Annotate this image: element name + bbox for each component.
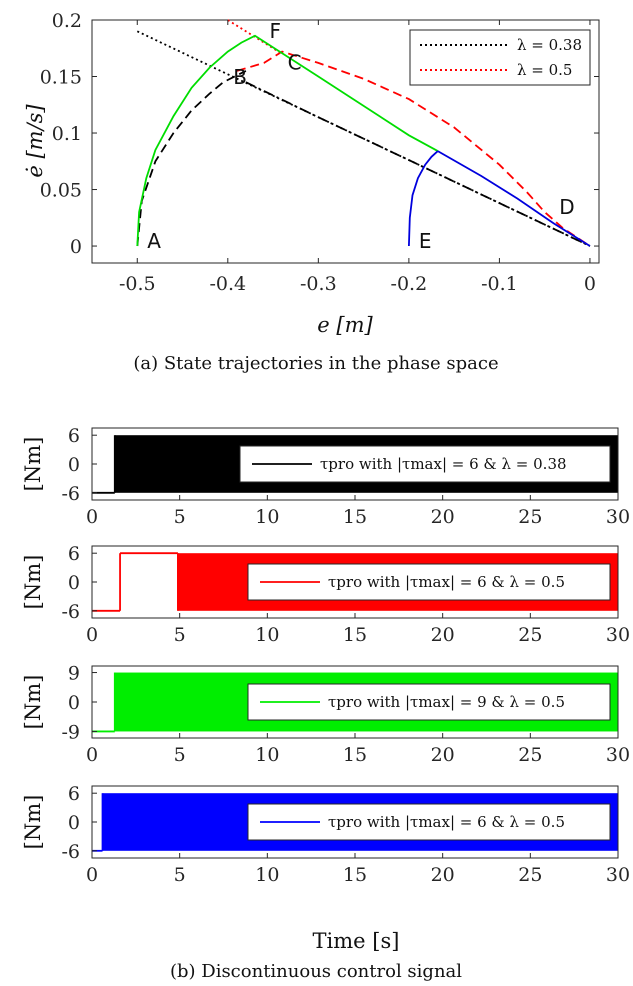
control-panel-1: -6 0 6 0 5 10 15 20 25 30 [Nm] τpro with |τmax| = 6… bbox=[21, 425, 630, 528]
panel-x-tick-label: 10 bbox=[255, 506, 279, 528]
point-label-d: D bbox=[559, 195, 574, 219]
point-label-c: C bbox=[288, 50, 302, 74]
series-traj_black bbox=[136, 70, 247, 247]
panel-legend-label: τpro with |τmax| = 6 & λ = 0.38 bbox=[320, 455, 567, 473]
panel-x-tick-label: 15 bbox=[343, 864, 367, 886]
x-tick-label: -0.3 bbox=[300, 273, 337, 295]
x-tick-label: -0.2 bbox=[391, 273, 428, 295]
panel-legend-label: τpro with |τmax| = 6 & λ = 0.5 bbox=[328, 573, 565, 591]
panel-y-label: [Nm] bbox=[21, 437, 45, 492]
panel-y-tick-label: 0 bbox=[68, 572, 80, 594]
panel-x-tick-label: 0 bbox=[86, 864, 98, 886]
panel-x-tick-label: 30 bbox=[606, 744, 630, 766]
caption-b: (b) Discontinuous control signal bbox=[170, 961, 462, 982]
panel-y-tick-label: 0 bbox=[68, 692, 80, 714]
phase-plane-series bbox=[136, 19, 591, 247]
panel-y-tick-label: 6 bbox=[68, 543, 80, 565]
panel-y-tick-label: -6 bbox=[61, 841, 80, 863]
y-tick-label: 0.1 bbox=[52, 123, 82, 145]
panel-x-tick-label: 15 bbox=[343, 744, 367, 766]
series-traj_red bbox=[236, 50, 591, 247]
panel-x-tick-label: 10 bbox=[255, 864, 279, 886]
x-tick-label: 0 bbox=[584, 273, 596, 295]
phase-plane-y-label: ė [m/s] bbox=[23, 104, 47, 178]
x-tick-label: -0.5 bbox=[119, 273, 156, 295]
phase-plane-chart: A B C D E F -0.5 -0.4 -0.3 -0.2 -0.1 0 0 0.05 0.1 0.1… bbox=[23, 10, 600, 374]
panel-y-tick-label: 0 bbox=[68, 812, 80, 834]
phase-plane-x-ticks: -0.5 -0.4 -0.3 -0.2 -0.1 0 bbox=[119, 20, 596, 295]
panel-x-tick-label: 15 bbox=[343, 624, 367, 646]
panel-x-tick-label: 25 bbox=[518, 506, 542, 528]
panel-x-tick-label: 20 bbox=[431, 506, 455, 528]
panel-y-tick-label: 9 bbox=[68, 663, 80, 685]
control-panel-3: -9 0 9 0 5 10 15 20 25 30 [Nm] τpro with |τmax| = 9… bbox=[21, 663, 630, 766]
series-switch_038 bbox=[136, 30, 591, 247]
panel-legend-label: τpro with |τmax| = 9 & λ = 0.5 bbox=[328, 693, 565, 711]
x-tick-label: -0.1 bbox=[481, 273, 518, 295]
phase-plane-axes-box bbox=[91, 19, 600, 264]
y-tick-label: 0.05 bbox=[40, 180, 82, 202]
panel-x-tick-label: 5 bbox=[174, 864, 186, 886]
panel-x-tick-label: 10 bbox=[255, 744, 279, 766]
series-traj_black_slide bbox=[245, 81, 591, 247]
series-traj_green bbox=[136, 34, 439, 247]
panel-x-tick-label: 0 bbox=[86, 624, 98, 646]
control-panel-2: -6 0 6 0 5 10 15 20 25 30 [Nm] τpro with |τmax| = 6… bbox=[21, 543, 630, 646]
panel-legend-label: τpro with |τmax| = 6 & λ = 0.5 bbox=[328, 813, 565, 831]
control-panel-4: -6 0 6 0 5 10 15 20 25 30 [Nm] τpro with |τmax| = 6… bbox=[21, 783, 630, 886]
panel-x-tick-label: 15 bbox=[343, 506, 367, 528]
phase-plane-point-labels: A B C D E F bbox=[147, 19, 574, 253]
legend-label-038: λ = 0.38 bbox=[517, 36, 582, 54]
series-switch_05 bbox=[227, 19, 283, 55]
panel-x-tick-label: 30 bbox=[606, 506, 630, 528]
y-tick-label: 0.15 bbox=[40, 67, 82, 89]
panel-x-tick-label: 25 bbox=[518, 864, 542, 886]
panel-x-tick-label: 30 bbox=[606, 864, 630, 886]
panel-x-tick-label: 20 bbox=[431, 864, 455, 886]
panel-y-tick-label: -9 bbox=[61, 721, 80, 743]
panel-x-tick-label: 25 bbox=[518, 744, 542, 766]
panel-x-tick-label: 0 bbox=[86, 744, 98, 766]
panel-y-tick-label: 6 bbox=[68, 783, 80, 805]
panel-x-tick-label: 10 bbox=[255, 624, 279, 646]
point-label-f: F bbox=[269, 19, 281, 43]
series-traj_blue_slide bbox=[437, 150, 591, 247]
point-label-b: B bbox=[233, 65, 247, 89]
x-tick-label: -0.4 bbox=[209, 273, 246, 295]
panel-x-tick-label: 0 bbox=[86, 506, 98, 528]
panel-x-tick-label: 30 bbox=[606, 624, 630, 646]
panel-y-tick-label: -6 bbox=[61, 483, 80, 505]
y-tick-label: 0.2 bbox=[52, 10, 82, 32]
y-tick-label: 0 bbox=[70, 236, 82, 258]
time-axis-label: Time [s] bbox=[313, 929, 400, 953]
panel-y-tick-label: 6 bbox=[68, 425, 80, 447]
panel-x-tick-label: 20 bbox=[431, 744, 455, 766]
panel-y-label: [Nm] bbox=[21, 675, 45, 730]
panel-y-tick-label: 0 bbox=[68, 454, 80, 476]
point-label-e: E bbox=[419, 229, 432, 253]
panel-y-label: [Nm] bbox=[21, 795, 45, 850]
point-label-a: A bbox=[147, 229, 161, 253]
panel-x-tick-label: 5 bbox=[174, 624, 186, 646]
legend-box bbox=[409, 29, 591, 86]
legend-label-05: λ = 0.5 bbox=[517, 61, 572, 79]
panel-x-tick-label: 25 bbox=[518, 624, 542, 646]
panel-y-tick-label: -6 bbox=[61, 601, 80, 623]
phase-plane-x-label: e [m] bbox=[317, 313, 373, 337]
phase-plane-y-ticks: 0 0.05 0.1 0.15 0.2 bbox=[40, 10, 599, 258]
caption-a: (a) State trajectories in the phase spac… bbox=[133, 353, 498, 374]
panel-x-tick-label: 20 bbox=[431, 624, 455, 646]
panel-x-tick-label: 5 bbox=[174, 506, 186, 528]
panel-y-label: [Nm] bbox=[21, 555, 45, 610]
phase-plane-legend: λ = 0.38 λ = 0.5 bbox=[409, 29, 591, 86]
series-traj_blue_curve bbox=[408, 150, 439, 247]
panel-x-tick-label: 5 bbox=[174, 744, 186, 766]
